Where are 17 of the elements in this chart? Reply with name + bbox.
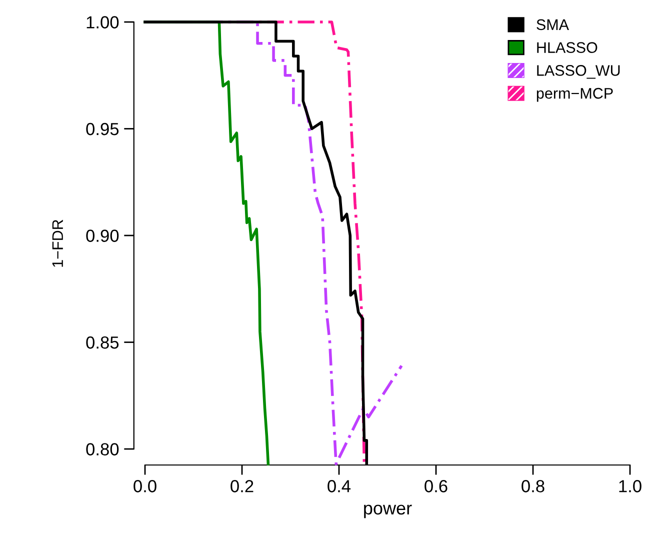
y-axis-title: 1−FDR — [52, 220, 63, 267]
legend-label: HLASSO — [537, 42, 598, 53]
y-tick-label: 0.85 — [86, 336, 119, 349]
x-tick-label: 0.2 — [230, 480, 254, 492]
legend-label: perm−MCP — [536, 88, 613, 102]
y-tick-label: 0.95 — [86, 122, 119, 136]
x-tick-label: 0.6 — [424, 480, 448, 492]
x-tick-label: 0.0 — [134, 480, 156, 492]
y-tick-label: 0.80 — [86, 443, 119, 456]
x-axis-title: power — [364, 504, 412, 518]
x-tick-label: 1.0 — [619, 480, 642, 492]
y-tick-label: 1.00 — [86, 16, 119, 28]
x-tick-label: 0.4 — [328, 480, 351, 492]
y-tick-label: 0.90 — [86, 230, 119, 242]
x-tick-label: 0.8 — [522, 480, 544, 492]
legend-label: LASSO_WU — [537, 65, 620, 79]
legend-label: SMA — [536, 19, 570, 30]
